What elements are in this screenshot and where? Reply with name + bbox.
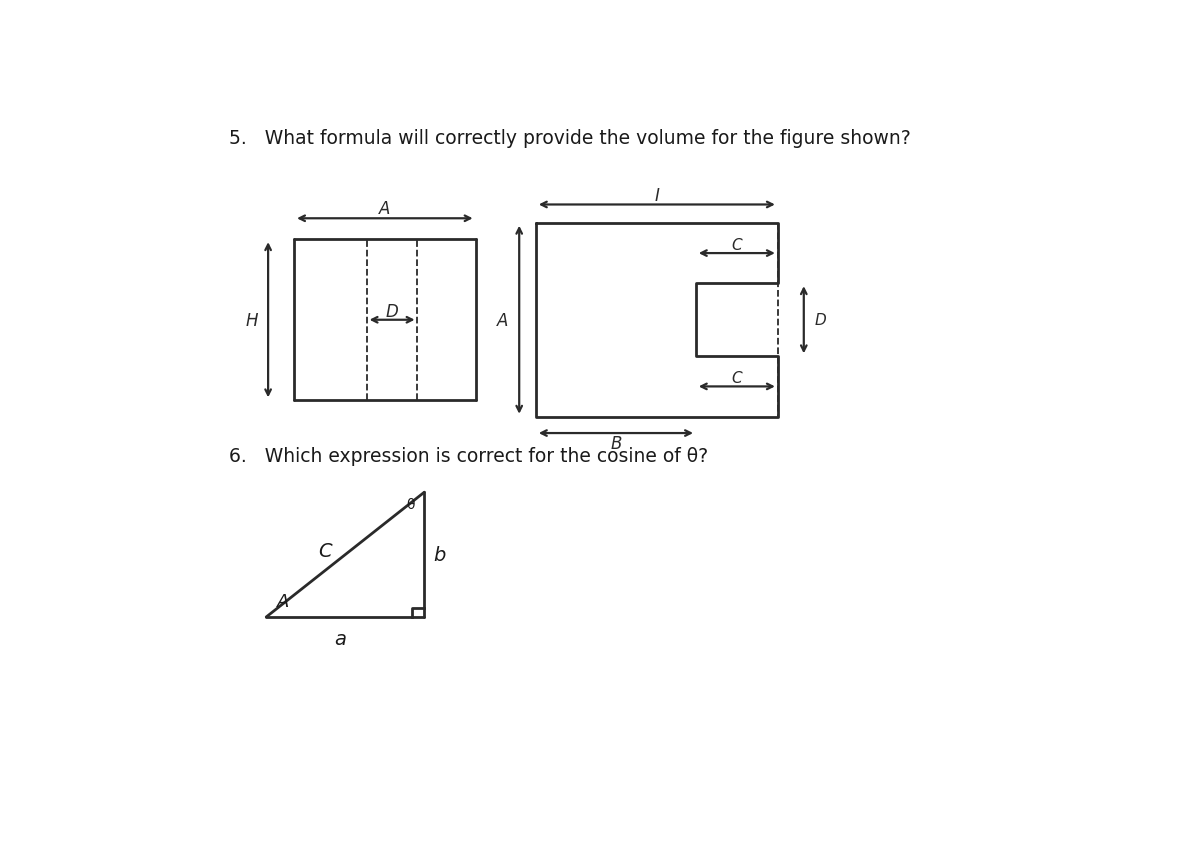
Text: B: B <box>611 435 622 452</box>
Text: H: H <box>245 311 258 330</box>
Text: C: C <box>732 371 742 386</box>
Text: D: D <box>815 313 827 328</box>
Text: I: I <box>654 187 659 204</box>
Text: A: A <box>497 311 508 330</box>
Text: θ: θ <box>407 498 415 512</box>
Text: C: C <box>318 542 331 561</box>
Text: C: C <box>732 238 742 253</box>
Text: 6.   Which expression is correct for the cosine of θ?: 6. Which expression is correct for the c… <box>229 446 708 466</box>
Text: b: b <box>433 545 446 564</box>
Text: 5.   What formula will correctly provide the volume for the figure shown?: 5. What formula will correctly provide t… <box>229 129 911 147</box>
Text: D: D <box>385 302 398 320</box>
Text: A: A <box>379 200 390 218</box>
Text: a: a <box>335 629 347 648</box>
Text: A: A <box>277 593 289 611</box>
